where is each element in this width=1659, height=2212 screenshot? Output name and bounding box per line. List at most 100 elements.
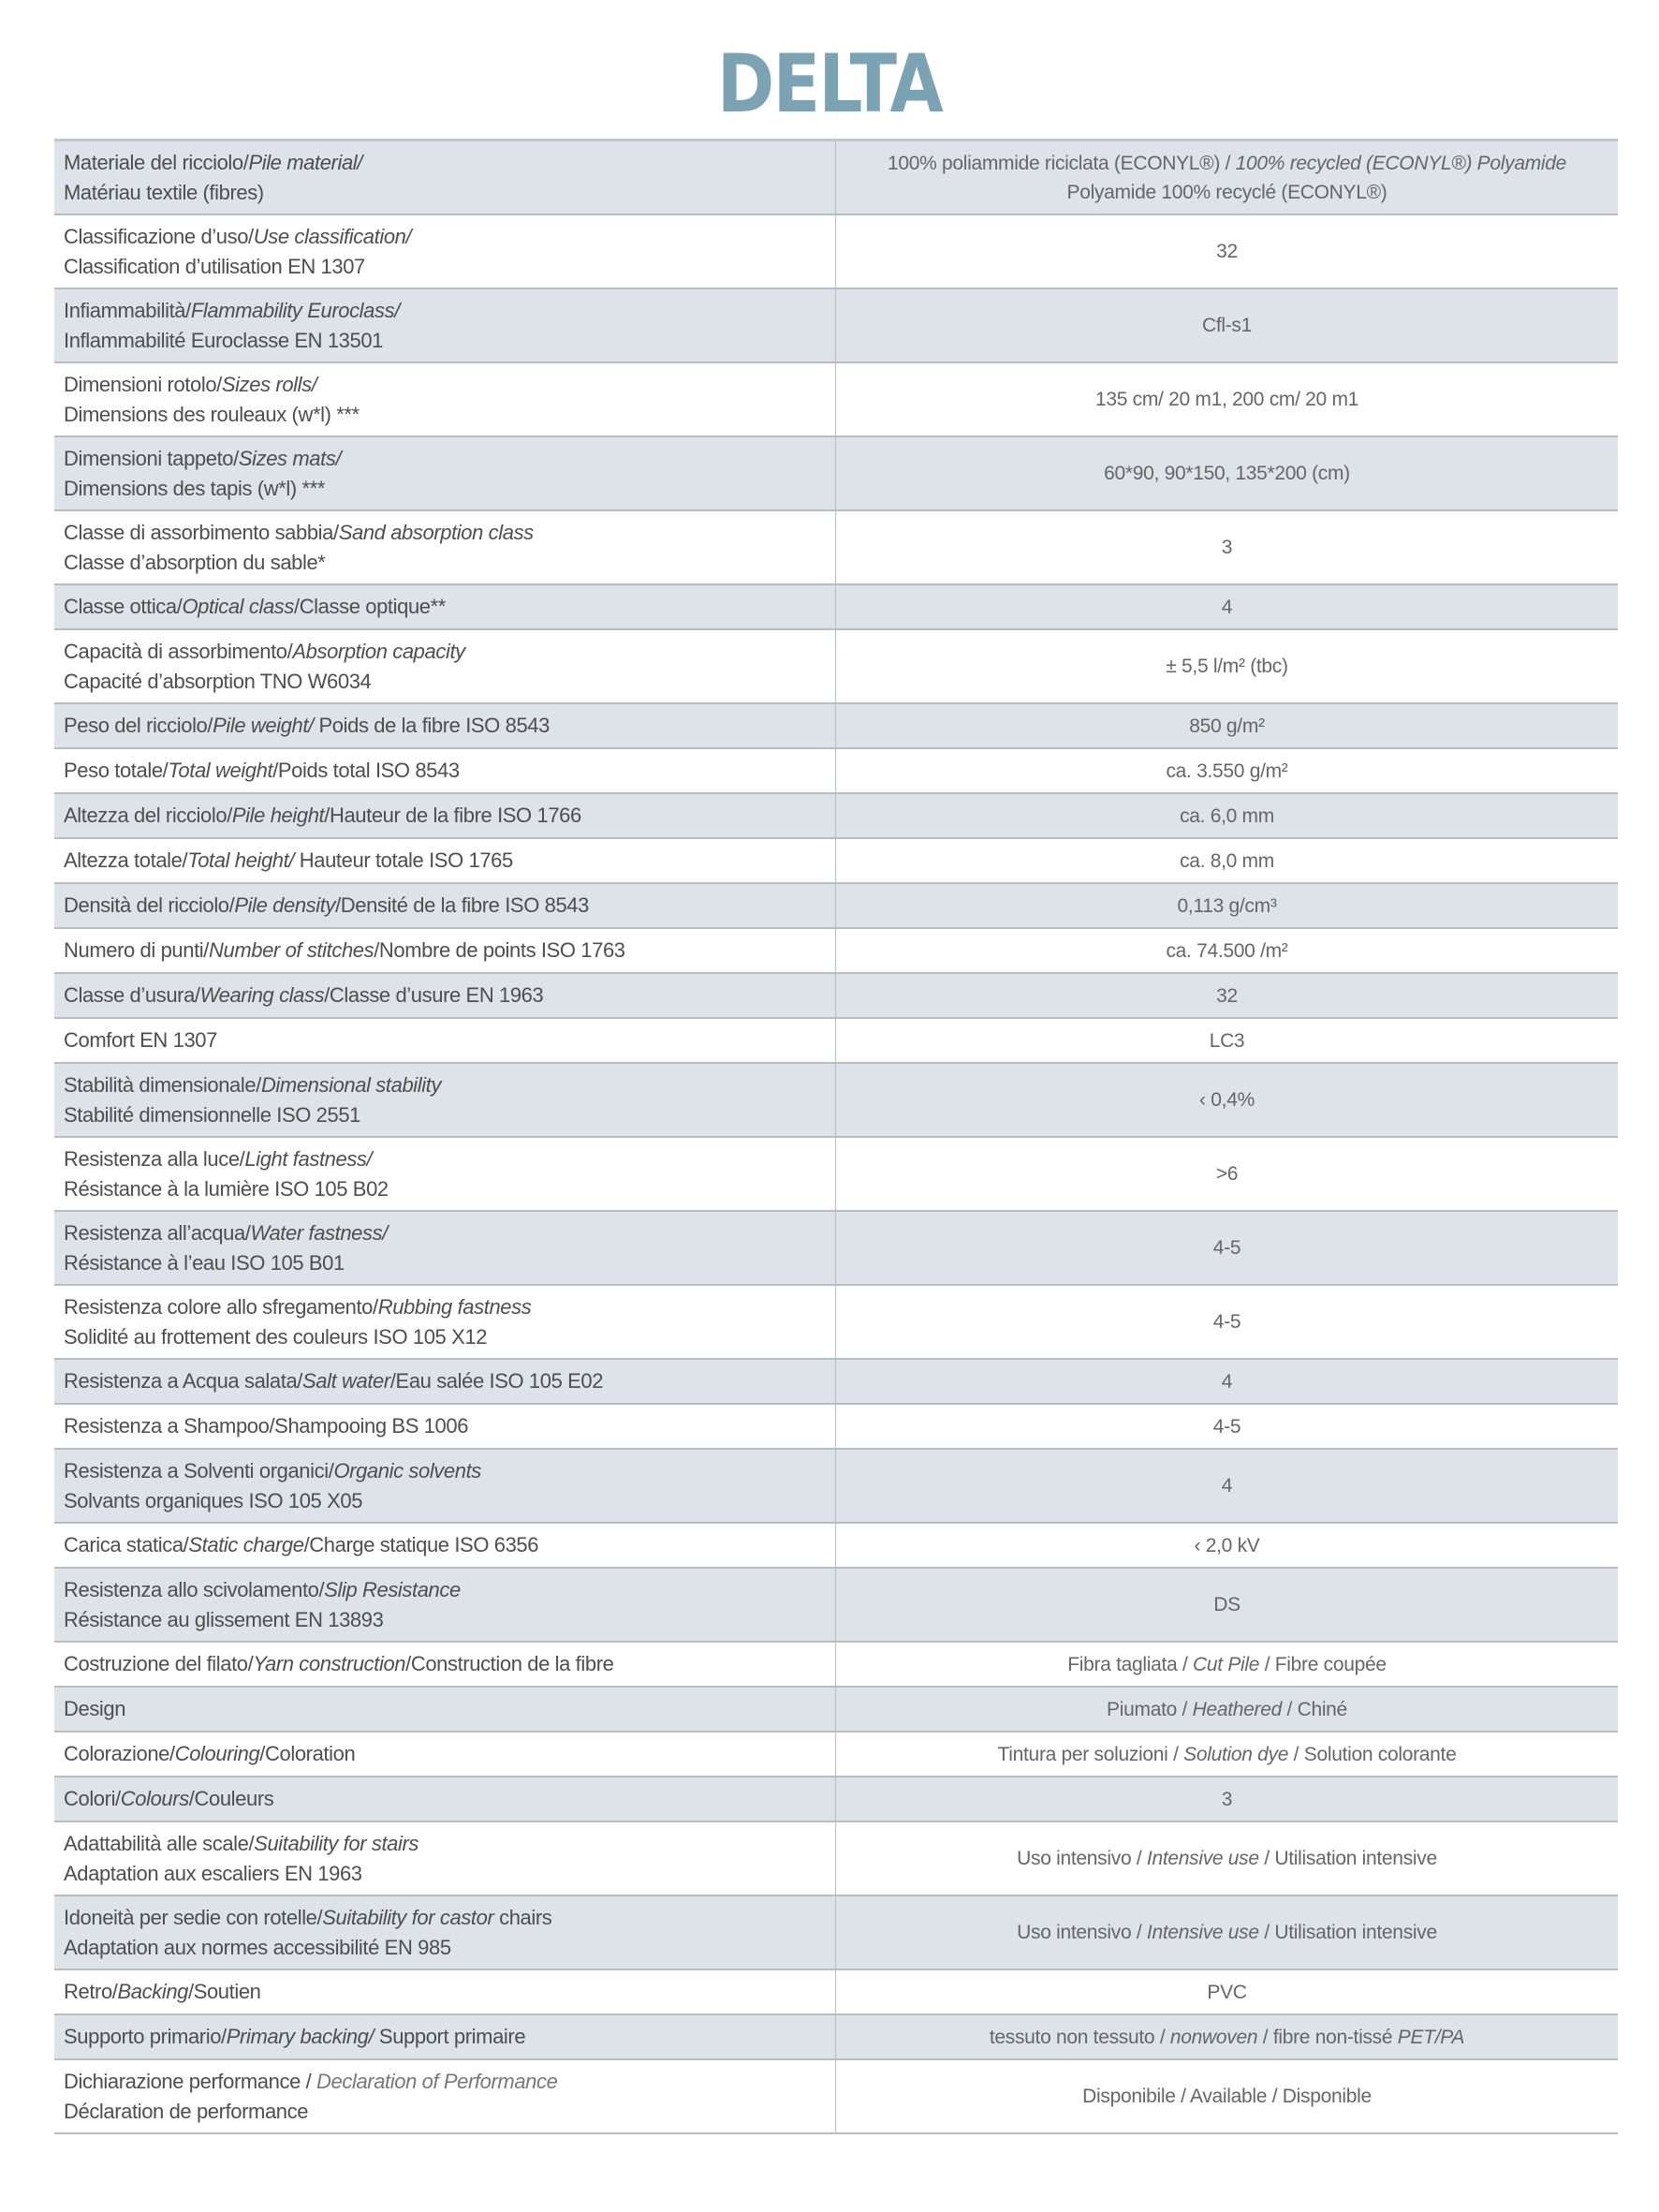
value-text: PVC	[1207, 1981, 1247, 2003]
label-text: Sand absorption class	[338, 520, 534, 544]
value-text: Intensive use	[1146, 1922, 1259, 1943]
table-row: Colorazione/Colouring/Coloration Tintura …	[54, 1732, 1618, 1777]
value-text: ± 5,5 l/m² (tbc)	[1166, 656, 1288, 677]
table-row: Resistenza a Shampoo/Shampooing BS 1006 4…	[54, 1404, 1618, 1450]
label-text: Absorption capacity	[292, 639, 465, 663]
label-text: Altezza totale/	[64, 848, 188, 872]
value-text: >6	[1215, 1163, 1239, 1185]
label-text: Adaptation aux escaliers EN 1963	[64, 1861, 362, 1885]
label-text: Poids de la fibre ISO 8543	[313, 714, 551, 737]
property-value: Disponibile / Available / Disponible	[835, 2059, 1618, 2134]
value-text: 100% recycled (ECONYL®) Polyamide	[1235, 152, 1567, 174]
property-value: 4	[835, 584, 1618, 630]
table-row: Design Piumato / Heathered / Chiné	[54, 1687, 1618, 1733]
property-label: Colorazione/Colouring/Coloration	[54, 1732, 836, 1777]
value-text: Cfl-s1	[1201, 315, 1253, 336]
label-text: Résistance à l’eau ISO 105 B01	[64, 1250, 345, 1275]
label-text: Classification d’utilisation EN 1307	[64, 254, 365, 278]
value-text: ‹ 2,0 kV	[1194, 1534, 1260, 1556]
label-text: /Charge statique ISO 6356	[303, 1533, 539, 1556]
table-row: Comfort EN 1307 LC3	[54, 1018, 1618, 1064]
table-row: Classificazione d’uso/Use classification…	[54, 214, 1618, 289]
label-text: /Classe optique**	[293, 595, 446, 618]
label-text: Solidité au frottement des couleurs ISO …	[64, 1324, 488, 1349]
property-label: Idoneità per sedie con rotelle/Suitabili…	[54, 1895, 836, 1970]
property-value: PVC	[835, 1969, 1618, 2015]
property-value: 4	[835, 1449, 1618, 1524]
property-label: Resistenza a Solventi organici/Organic s…	[54, 1449, 836, 1524]
table-row: Stabilità dimensionale/Dimensional stabi…	[54, 1063, 1618, 1138]
value-text: Solution dye	[1183, 1743, 1289, 1765]
label-text: Total weight	[168, 759, 273, 782]
value-text: Tintura per soluzioni /	[997, 1743, 1184, 1765]
property-value: Cfl-s1	[835, 288, 1618, 363]
value-text: Intensive use	[1146, 1848, 1259, 1869]
value-text: Uso intensivo /	[1017, 1848, 1147, 1869]
label-text: Resistenza a Acqua salata/	[64, 1369, 302, 1393]
label-text: Retro/	[64, 1980, 118, 2003]
property-label: Peso del ricciolo/Pile weight/ Poids de …	[54, 703, 836, 749]
label-text: /Coloration	[259, 1742, 356, 1765]
table-row: Idoneità per sedie con rotelle/Suitabili…	[54, 1895, 1618, 1970]
property-value: Uso intensivo / Intensive use / Utilisat…	[835, 1895, 1618, 1970]
property-value: Tintura per soluzioni / Solution dye / S…	[835, 1732, 1618, 1777]
table-row: Carica statica/Static charge/Charge stat…	[54, 1523, 1618, 1569]
value-text: 3	[1221, 1788, 1233, 1810]
label-text: /Hauteur de la fibre ISO 1766	[324, 804, 581, 827]
value-text: 4	[1221, 1475, 1233, 1497]
product-title: DELTA	[716, 37, 944, 131]
label-text: Backing	[117, 1980, 189, 2003]
label-text: Classe di assorbimento sabbia/	[64, 520, 339, 544]
property-value: ca. 74.500 /m²	[835, 928, 1618, 974]
label-text: Resistenza allo scivolamento/	[64, 1577, 325, 1601]
label-text: chairs	[493, 1905, 552, 1929]
label-text: Altezza del ricciolo/	[64, 804, 232, 827]
label-text: Carica statica/	[64, 1533, 189, 1556]
property-value: 3	[835, 510, 1618, 585]
value-text: Fibra tagliata /	[1067, 1653, 1194, 1675]
value-text: 4	[1221, 596, 1233, 618]
label-text: Pile density	[234, 893, 336, 917]
property-label: Classe di assorbimento sabbia/Sand absor…	[54, 510, 836, 585]
property-label: Dimensioni rotolo/Sizes rolls/Dimensions…	[54, 362, 836, 437]
label-text: Stabilità dimensionale/	[64, 1072, 261, 1097]
table-row: Classe di assorbimento sabbia/Sand absor…	[54, 510, 1618, 585]
label-text: Sizes rolls/	[221, 372, 317, 396]
table-row: Peso totale/Total weight/Poids total ISO…	[54, 748, 1618, 794]
value-text: Heathered	[1192, 1698, 1283, 1720]
property-label: Resistenza allo scivolamento/Slip Resist…	[54, 1568, 836, 1643]
property-value: ‹ 0,4%	[835, 1063, 1618, 1138]
property-label: Classe ottica/Optical class/Classe optiq…	[54, 584, 836, 630]
value-text: ‹ 0,4%	[1199, 1089, 1255, 1111]
label-text: Rubbing fastness	[377, 1294, 532, 1319]
property-label: Costruzione del filato/Yarn construction…	[54, 1642, 836, 1688]
property-value: Uso intensivo / Intensive use / Utilisat…	[835, 1821, 1618, 1896]
table-row: Adattabilità alle scale/Suitability for …	[54, 1821, 1618, 1896]
label-text: Water fastness/	[250, 1220, 389, 1245]
label-text: Capacité d’absorption TNO W6034	[64, 669, 372, 693]
value-text: Uso intensivo /	[1017, 1922, 1147, 1943]
value-text: 850 g/m²	[1189, 715, 1265, 737]
label-text: Inflammabilité Euroclasse EN 13501	[64, 328, 384, 352]
label-text: /Densité de la fibre ISO 8543	[335, 893, 589, 917]
table-row: Dimensioni tappeto/Sizes mats/Dimensions…	[54, 436, 1618, 511]
label-text: Number of stitches	[209, 938, 374, 962]
property-value: >6	[835, 1137, 1618, 1212]
label-text: Déclaration de performance	[64, 2099, 309, 2123]
label-text: Design	[64, 1697, 126, 1720]
table-row: Materiale del ricciolo/Pile material/Mat…	[54, 140, 1618, 215]
property-label: Infiammabilità/Flammability Euroclass/In…	[54, 288, 836, 363]
label-text: Densità del ricciolo/	[64, 893, 235, 917]
property-value: 4-5	[835, 1285, 1618, 1360]
property-label: Altezza totale/Total height/ Hauteur tot…	[54, 838, 836, 884]
property-label: Colori/Colours/Couleurs	[54, 1777, 836, 1822]
property-label: Resistenza all’acqua/Water fastness/Rési…	[54, 1211, 836, 1286]
label-text: Classe d’absorption du sable*	[64, 550, 326, 574]
label-text: Solvants organiques ISO 105 X05	[64, 1488, 363, 1512]
value-text: nonwoven	[1169, 2026, 1258, 2048]
property-label: Comfort EN 1307	[54, 1018, 836, 1064]
value-text: ca. 6,0 mm	[1180, 804, 1274, 827]
property-value: 4	[835, 1359, 1618, 1405]
label-text: Idoneità per sedie con rotelle/	[64, 1905, 323, 1929]
label-text: /Eau salée ISO 105 E02	[389, 1369, 604, 1393]
